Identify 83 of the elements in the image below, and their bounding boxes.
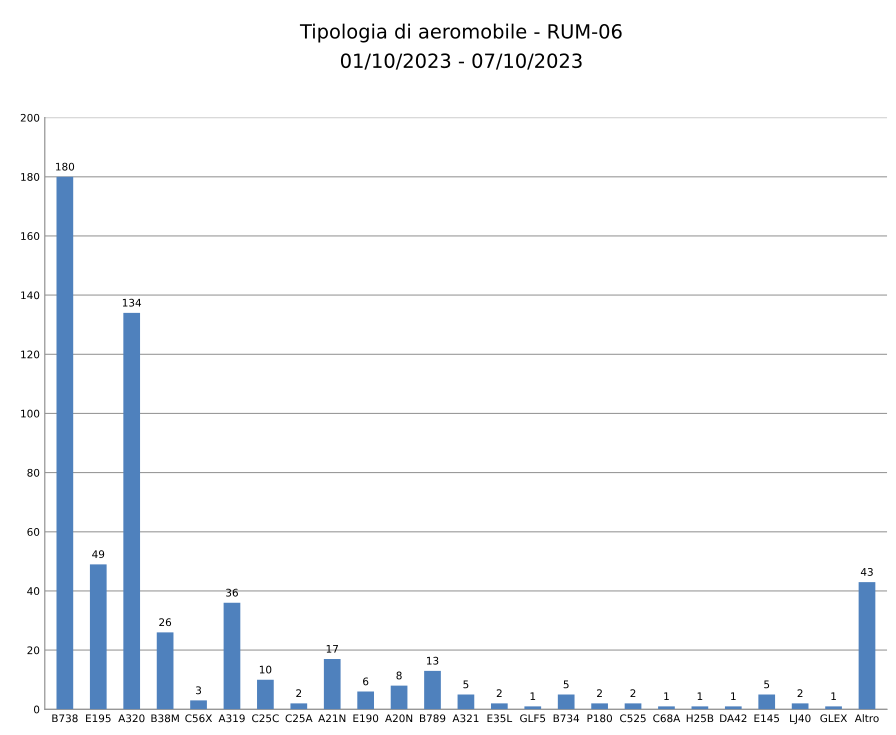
x-tick-label: E145 [754, 714, 780, 722]
data-label: 1 [664, 692, 669, 700]
data-label: 2 [630, 689, 636, 698]
bar [390, 686, 408, 710]
x-tick-label: C68A [653, 714, 680, 722]
bar [190, 700, 207, 710]
y-tick-label: 140 [21, 291, 40, 300]
x-tick-label: E195 [86, 714, 111, 722]
bar [458, 694, 474, 710]
y-tick-label: 200 [20, 114, 40, 122]
x-tick-label: DA42 [720, 714, 746, 722]
y-tick-label: 40 [27, 587, 40, 596]
x-tick-label: A320 [118, 714, 145, 722]
x-tick-label: E35L [488, 714, 512, 722]
y-tick-label: 180 [21, 172, 40, 181]
x-tick-label: E190 [353, 714, 378, 722]
y-tick-label: 0 [34, 706, 40, 714]
bar [624, 703, 642, 710]
x-tick-label: Altro [854, 714, 879, 722]
x-tick-label: C525 [620, 714, 646, 722]
x-tick-label: C56X [185, 714, 212, 722]
bar [56, 176, 74, 710]
data-label: 2 [496, 689, 502, 698]
bar [290, 703, 308, 710]
x-tick-label: A321 [452, 714, 478, 722]
bar [156, 632, 174, 710]
data-label: 1 [831, 692, 836, 700]
bar [257, 680, 274, 710]
data-label: 26 [159, 618, 172, 626]
x-tick-label: A21N [318, 714, 346, 722]
data-label: 13 [427, 656, 438, 665]
data-label: 1 [731, 692, 736, 700]
bar [858, 582, 876, 710]
y-tick-label: 80 [27, 468, 40, 477]
bar [123, 312, 140, 710]
bar [90, 564, 107, 710]
x-tick-label: B734 [554, 714, 580, 722]
y-tick-label: 160 [21, 232, 40, 240]
y-tick-label: 60 [27, 528, 40, 536]
data-label: 5 [463, 680, 468, 688]
data-label: 10 [260, 666, 272, 674]
x-tick-label: B738 [52, 714, 78, 722]
data-label: 49 [92, 550, 104, 558]
bar [424, 670, 441, 710]
data-label: 5 [564, 680, 569, 688]
chart-subtitle: 01/10/2023 - 07/10/2023 [340, 53, 582, 70]
data-label: 6 [363, 677, 368, 686]
data-label: 2 [296, 689, 302, 698]
bar [558, 694, 575, 710]
chart-title: Tipologia di aeromobile - RUM-06 [300, 24, 622, 42]
x-tick-label: P180 [588, 714, 612, 722]
data-label: 43 [860, 568, 873, 576]
data-label: 3 [196, 686, 202, 694]
data-label: 36 [226, 588, 238, 597]
x-tick-label: B789 [420, 714, 446, 722]
x-tick-label: C25C [252, 714, 279, 722]
data-label: 1 [698, 692, 702, 700]
bar [758, 694, 776, 710]
bar [324, 658, 341, 710]
x-tick-label: B38M [151, 714, 179, 722]
y-tick-label: 20 [27, 646, 40, 654]
data-label: 1 [530, 692, 536, 700]
x-tick-label: A319 [218, 714, 245, 722]
y-tick-label: 100 [21, 410, 40, 418]
data-label: 2 [597, 689, 602, 698]
x-tick-label: C25A [286, 714, 313, 722]
bar [591, 703, 608, 710]
data-label: 134 [122, 298, 142, 307]
x-tick-label: A20N [385, 714, 412, 722]
data-label: 8 [396, 672, 402, 680]
bar [490, 703, 508, 710]
data-label: 2 [798, 689, 802, 698]
x-tick-label: GLF5 [520, 714, 546, 722]
data-label: 180 [56, 162, 74, 171]
y-tick-label: 120 [21, 350, 40, 358]
bar [224, 602, 240, 710]
data-label: 5 [764, 680, 770, 688]
x-tick-label: LJ40 [790, 714, 811, 724]
bar [792, 703, 808, 710]
bar [357, 692, 374, 710]
data-label: 17 [326, 645, 338, 653]
x-tick-label: H25B [686, 714, 714, 722]
x-tick-label: GLEX [820, 714, 848, 722]
